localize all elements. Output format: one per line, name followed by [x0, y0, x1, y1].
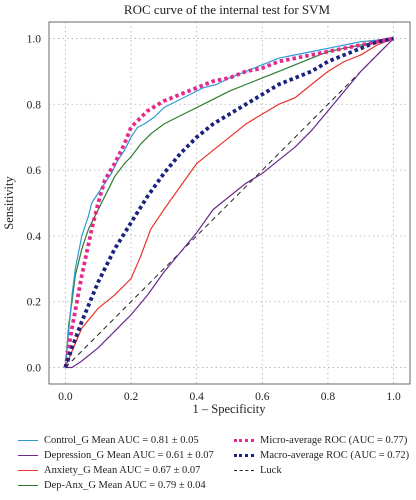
y-tick-label: 0.2: [27, 297, 42, 309]
legend-label: Macro-average ROC (AUC = 0.72): [260, 450, 410, 461]
y-tick-label: 0.4: [27, 231, 42, 243]
legend-label: Anxiety_G Mean AUC = 0.67 ± 0.07: [44, 465, 201, 476]
legend-item: Micro-average ROC (AUC = 0.77): [234, 435, 407, 446]
x-tick-label: 0.6: [255, 391, 270, 403]
series-line-dep-anx-g: [64, 37, 394, 368]
x-tick-label: 0.8: [321, 391, 336, 403]
series-line-depression-g: [65, 38, 395, 369]
legend-item: Depression_G Mean AUC = 0.61 ± 0.07: [18, 450, 214, 461]
chart-legend: Control_G Mean AUC = 0.81 ± 0.05 Depressi…: [0, 430, 416, 500]
legend-item: Anxiety_G Mean AUC = 0.67 ± 0.07: [18, 465, 200, 476]
series-line-luck: [65, 38, 394, 368]
x-tick-label: 0.0: [58, 391, 73, 403]
legend-label: Luck: [260, 465, 282, 476]
series-line-micro-average: [63, 36, 394, 368]
legend-label: Dep-Anx_G Mean AUC = 0.79 ± 0.04: [44, 480, 206, 491]
x-tick-label: 0.2: [124, 391, 139, 403]
series-line-anxiety-g: [64, 37, 394, 368]
legend-item: Dep-Anx_G Mean AUC = 0.79 ± 0.04: [18, 480, 206, 491]
chart-title: ROC curve of the internal test for SVM: [124, 2, 331, 17]
series-line-control-g: [64, 37, 394, 368]
legend-item: Macro-average ROC (AUC = 0.72): [234, 450, 409, 461]
legend-swatch: [18, 470, 38, 471]
tick-labels: 0.0 0.2 0.4 0.6 0.8 1.0 0.0 0.2 0.4 0.6 0.8 1.0: [27, 33, 401, 403]
plot-frame: [48, 21, 411, 385]
legend-swatch: [18, 485, 38, 486]
x-tick-label: 0.4: [189, 391, 204, 403]
legend-swatch: [234, 439, 254, 442]
legend-item: Control_G Mean AUC = 0.81 ± 0.05: [18, 435, 199, 446]
legend-label: Micro-average ROC (AUC = 0.77): [260, 435, 408, 446]
grid-lines: [49, 22, 410, 384]
series-lines: [63, 36, 395, 369]
legend-swatch: [234, 454, 254, 457]
roc-chart: ROC curve of the internal test for SVM 0…: [2, 2, 411, 416]
legend-item: Luck: [234, 465, 282, 476]
y-tick-label: 0.6: [27, 165, 42, 177]
legend-swatch: [18, 440, 38, 441]
y-tick-label: 0.0: [27, 363, 42, 375]
legend-label: Depression_G Mean AUC = 0.61 ± 0.07: [44, 450, 214, 461]
x-axis-label: 1 – Specificity: [193, 402, 267, 416]
legend-swatch: [18, 455, 38, 456]
y-tick-label: 1.0: [27, 33, 42, 45]
x-tick-label: 1.0: [386, 391, 401, 403]
legend-swatch: [234, 470, 254, 471]
series-line-macro-average: [63, 36, 394, 369]
y-axis-label: Sensitivity: [2, 176, 16, 230]
y-tick-label: 0.8: [27, 99, 42, 111]
legend-label: Control_G Mean AUC = 0.81 ± 0.05: [44, 435, 199, 446]
